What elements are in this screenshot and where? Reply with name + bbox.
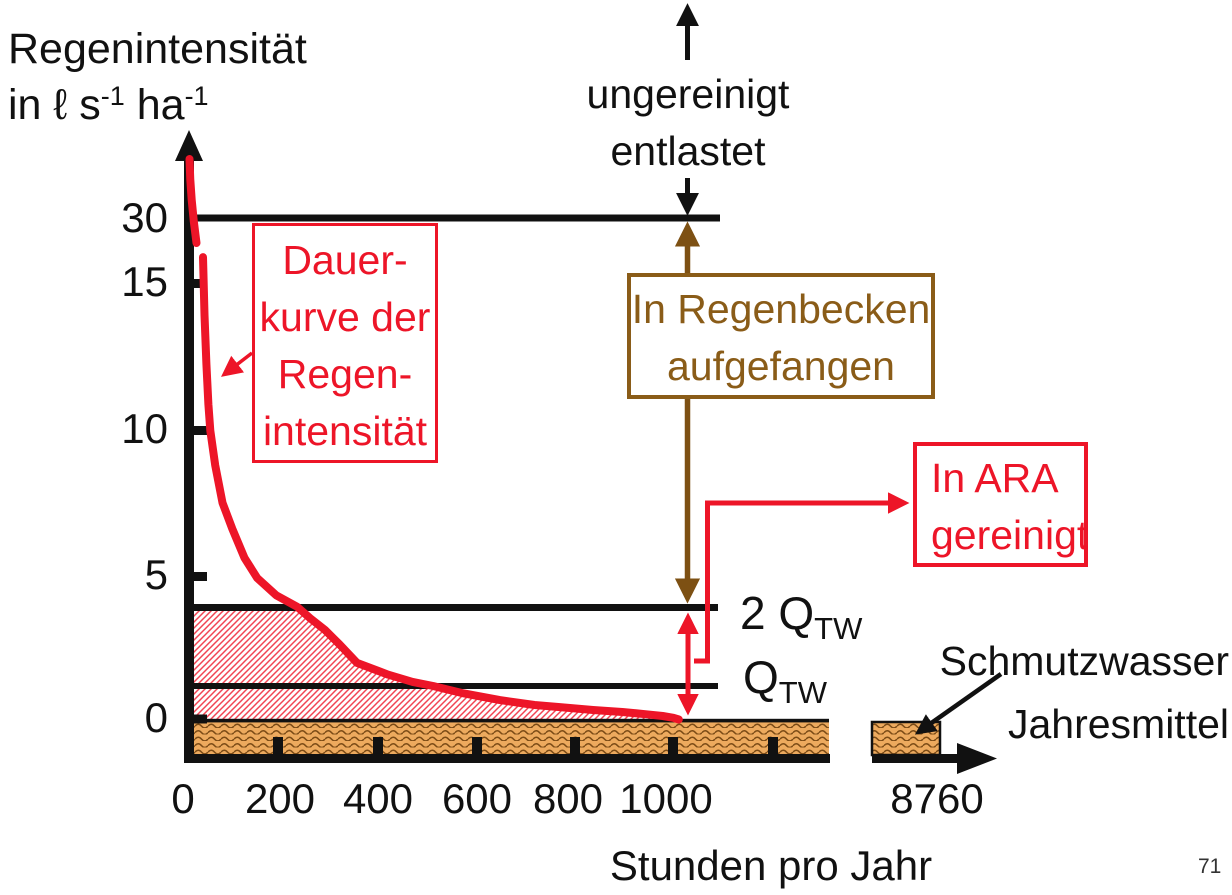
unit-lead: in ℓ s [8,81,101,129]
page-number: 71 [1198,855,1222,878]
chart-title: Regenintensität [8,25,307,73]
ara-connector-arrow [694,492,910,664]
untreated-line1: ungereinigt [586,71,790,117]
label-qtw: QTW [743,650,827,710]
y-axis-ticks [189,279,207,724]
y-tick-label-10: 10 [121,405,168,452]
curve-label-box: Dauer- kurve der Regen- intensität [252,223,438,463]
untreated-annotation: ungereinigt entlastet [502,66,874,180]
x-axis-title: Stunden pro Jahr [609,842,933,889]
sewage-label-arrow [914,672,1003,735]
label-qtw-sub: TW [778,675,827,710]
x-tick-label-400: 400 [342,775,414,822]
label-qtw-main: Q [743,651,779,703]
line-qtw [184,683,718,689]
basin-box: In Regenbecken aufgefangen [627,273,935,399]
line-2qtw [184,604,718,611]
sewage-line1: Schmutzwasser [939,638,1229,684]
y-tick-label-0: 0 [144,694,168,741]
x-tick-label-1000: 1000 [619,775,713,822]
unit-superscript-1: -1 [100,81,125,111]
curve-label-line4: intensität [262,408,428,454]
label-2qtw: 2 QTW [740,586,862,646]
x-tick-label-0: 0 [171,775,195,822]
basin-line1: In Regenbecken [631,286,931,332]
sewage-line2: Jahresmittel [1007,701,1229,747]
x-tick-label-200: 200 [244,775,316,822]
curve-label-line2: kurve der [259,294,431,340]
sewage-band-main [192,722,829,755]
curve-label-arrow [221,351,254,377]
x-axis [184,754,830,763]
unit-superscript-2: -1 [184,81,209,111]
unit-mid: ha [124,81,185,129]
treated-in-ara-hatched-area [189,606,679,721]
curve-label-line1: Dauer- [282,237,408,283]
untreated-line2: entlastet [610,128,766,174]
label-2qtw-main: 2 Q [740,587,815,639]
x-axis-ticks [273,737,778,757]
ara-box: In ARA gereinigt [913,442,1088,567]
basin-line2: aufgefangen [666,343,895,389]
x-tick-label-8760: 8760 [890,775,984,822]
ara-line1: In ARA [931,455,1059,501]
x-tick-label-600: 600 [441,775,513,822]
rain-curve-offscale-segment [185,155,201,247]
y-tick-label-15: 15 [121,258,168,305]
y-axis-arrowhead [175,130,203,161]
line-30-untreated-threshold [184,214,720,222]
y-tick-label-30: 30 [121,194,168,241]
x-tick-label-800: 800 [532,775,604,822]
label-2qtw-sub: TW [814,611,863,646]
curve-label-line3: Regen- [277,351,413,397]
ara-line2: gereinigt [931,512,1089,558]
rain-duration-curve [199,253,683,724]
x-axis-arrowhead [957,743,997,774]
sewage-annotation: Schmutzwasser Jahresmittel [869,630,1229,756]
zero-line [189,718,829,723]
y-tick-label-5: 5 [144,551,168,598]
x-axis-right-segment [872,754,960,763]
y-axis-unit: in ℓ s-1 ha-1 [8,80,209,132]
y-axis [184,150,194,763]
